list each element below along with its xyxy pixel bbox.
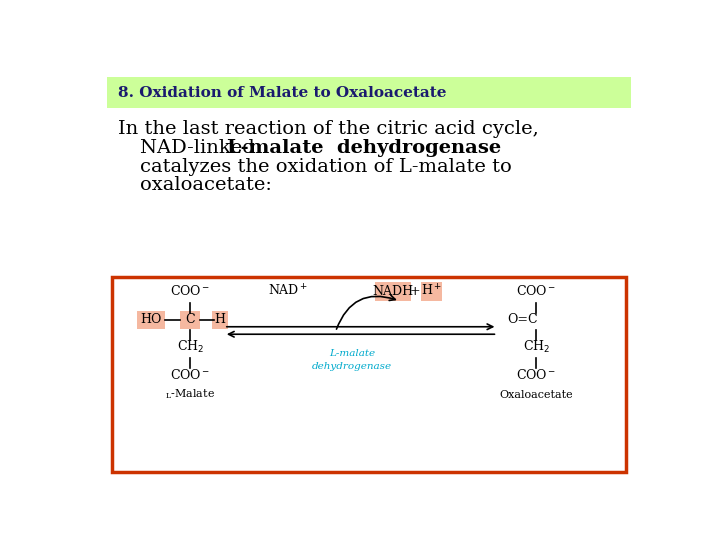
Bar [181,310,200,329]
Text: CH$_2$: CH$_2$ [523,339,550,355]
Bar [112,277,626,472]
Text: Oxaloacetate: Oxaloacetate [500,389,573,400]
Text: HO: HO [140,313,161,326]
Bar [374,282,411,301]
Text: COO$^-$: COO$^-$ [171,285,210,299]
Text: $_\mathregular{L}$-Malate: $_\mathregular{L}$-Malate [166,388,215,401]
Text: CH$_2$: CH$_2$ [177,339,204,355]
Bar [421,282,442,301]
Text: H: H [215,313,225,326]
FancyArrowPatch shape [336,295,395,329]
Text: COO$^-$: COO$^-$ [171,368,210,382]
Text: NADH: NADH [372,285,413,298]
Text: COO$^-$: COO$^-$ [516,368,557,382]
Bar [138,310,166,329]
Text: O=C: O=C [507,313,538,326]
Text: dehydrogenase: dehydrogenase [312,362,392,371]
Text: In the last reaction of the citric acid cycle,: In the last reaction of the citric acid … [118,120,539,138]
Text: catalyzes the oxidation of L-malate to: catalyzes the oxidation of L-malate to [140,158,512,176]
Bar [212,310,228,329]
Text: C: C [186,313,195,326]
Text: 8. Oxidation of Malate to Oxaloacetate: 8. Oxidation of Malate to Oxaloacetate [118,86,446,100]
Text: +: + [410,285,420,298]
Text: oxaloacetate:: oxaloacetate: [140,177,272,194]
Bar [107,77,631,109]
Text: NAD$^+$: NAD$^+$ [268,284,308,299]
Text: L-malate: L-malate [329,349,375,358]
Text: L-malate  dehydrogenase: L-malate dehydrogenase [227,139,501,157]
Text: H$^+$: H$^+$ [421,284,442,299]
Text: NAD-linked: NAD-linked [140,139,267,157]
Text: COO$^-$: COO$^-$ [516,285,557,299]
